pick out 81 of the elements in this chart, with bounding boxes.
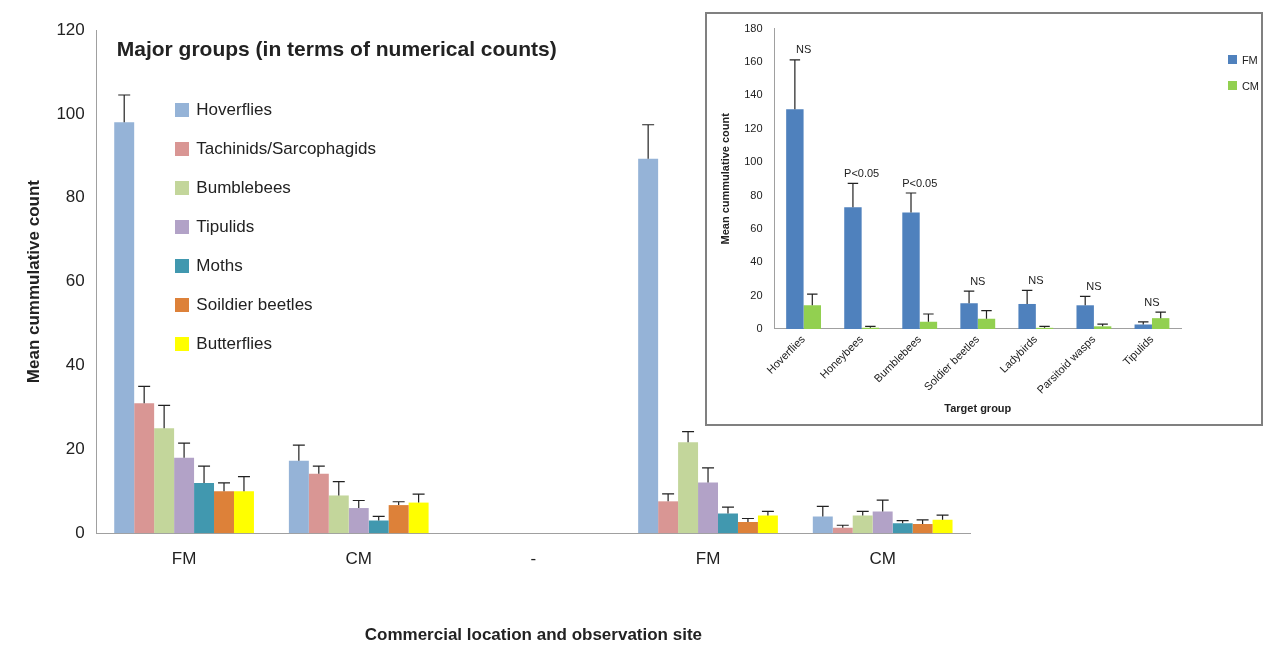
bar [134,403,155,534]
x-tick-label: CM [869,549,896,569]
x-tick-label: FM [171,549,197,569]
legend-label: Tachinids/Sarcophagids [196,138,376,159]
bar [154,428,175,534]
y-tick-label: 40 [65,355,85,375]
bar [408,502,429,534]
y-axis-title: Mean cummulative count [23,179,43,384]
bar [919,321,938,329]
legend-label: CM [1241,79,1259,92]
bar [844,207,862,329]
x-tick-label: CM [345,549,372,569]
y-axis-title: Mean cummulative count [718,112,731,245]
bar [1018,303,1036,329]
y-tick-label: 60 [750,221,763,234]
bar [194,482,215,534]
chart-title: Major groups (in terms of numerical counts) [116,36,557,60]
legend-label: Hoverflies [196,99,272,120]
legend-label: Moths [196,255,243,276]
x-axis-title: Commercial location and observation site [364,625,703,645]
annotation: NS [1028,273,1044,286]
bar [288,460,309,534]
annotation: NS [1086,279,1102,292]
bar [892,523,913,534]
bar [812,516,833,534]
bar [114,122,135,534]
bar [308,473,329,534]
x-tick-label: FM [695,549,721,569]
bar [214,491,234,534]
legend-label: Bumblebees [196,177,291,198]
y-tick-label: 100 [56,103,85,123]
bar [698,482,719,534]
bar [852,515,873,534]
y-tick-label: 120 [744,121,763,134]
bar [803,305,821,329]
y-tick-label: 140 [744,88,763,101]
bar [977,318,996,329]
y-tick-label: 0 [75,522,85,542]
bar [960,303,978,329]
bar [872,511,893,534]
bar [638,158,659,534]
bar [233,491,254,534]
annotation: P<0.05 [844,166,880,179]
bar [1151,318,1170,329]
bar [658,501,679,534]
x-tick-label: - [530,549,537,569]
bar [368,520,389,534]
y-tick-label: 120 [56,19,85,39]
bar [932,519,953,534]
legend-label: FM [1241,53,1258,66]
bar [786,109,804,329]
y-tick-label: 60 [65,271,85,291]
legend-label: Tipulids [196,216,255,237]
bar [348,508,369,534]
y-tick-label: 20 [65,439,85,459]
y-tick-label: 0 [756,322,763,335]
bar [718,513,738,534]
legend-label: Butterflies [196,333,272,354]
y-tick-label: 180 [744,21,763,34]
y-tick-label: 160 [744,55,763,68]
bar [678,442,699,534]
bar [1076,305,1094,329]
x-axis-title: Target group [944,402,1012,415]
bar [174,457,195,534]
annotation: NS [795,43,812,56]
y-tick-label: 80 [65,187,85,207]
bar [832,527,853,534]
bar [737,521,758,534]
y-tick-label: 40 [750,255,763,268]
y-tick-label: 100 [744,155,763,168]
annotation: NS [1144,295,1160,308]
legend-label: Soildier beetles [196,294,313,315]
bar [328,495,349,534]
bar [902,212,920,329]
annotation: NS [970,274,986,287]
bar [757,515,778,534]
bar [912,523,933,534]
y-tick-label: 20 [750,288,763,301]
y-tick-label: 80 [750,188,763,201]
annotation: P<0.05 [902,176,938,189]
bar [388,505,409,534]
